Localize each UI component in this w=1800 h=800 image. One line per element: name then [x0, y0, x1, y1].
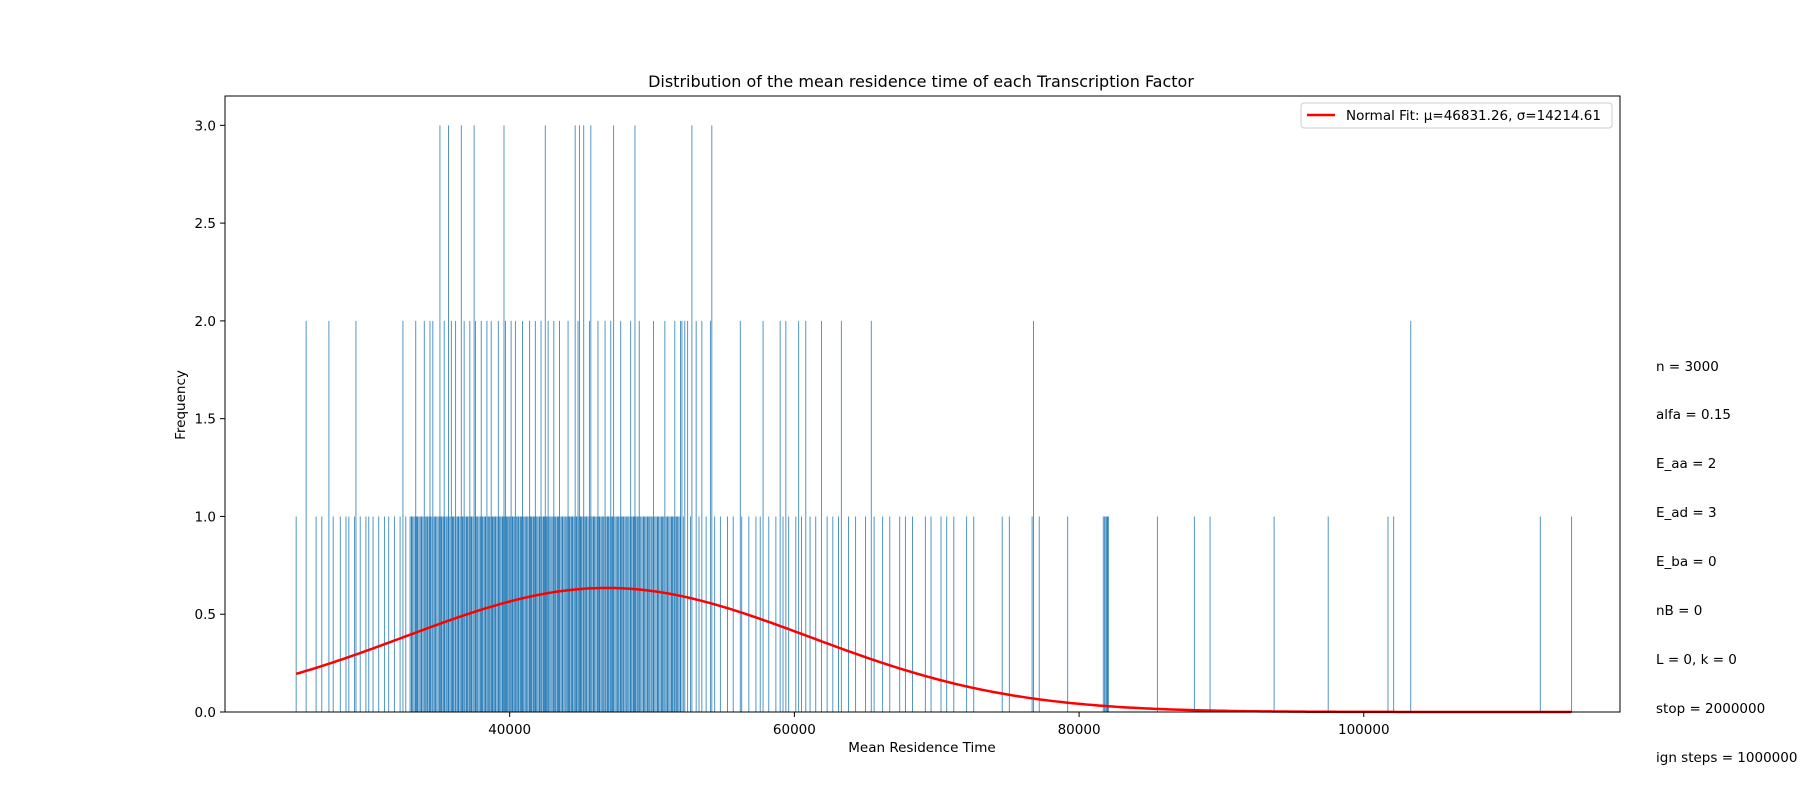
legend: Normal Fit: μ=46831.26, σ=14214.61 — [1300, 102, 1613, 129]
param-e-ba: E_ba = 0 — [1656, 554, 1717, 571]
y-tick-label: 0.5 — [195, 607, 216, 623]
y-axis-ticks: 0.0 0.5 1.0 1.5 2.0 2.5 3.0 — [195, 118, 225, 721]
y-tick-label: 1.5 — [195, 412, 216, 428]
x-tick-label: 80000 — [1058, 722, 1101, 738]
chart-title: Distribution of the mean residence time … — [648, 72, 1194, 91]
x-tick-label: 60000 — [773, 722, 816, 738]
plot-area-frame — [224, 95, 1621, 713]
param-alfa: alfa = 0.15 — [1656, 407, 1732, 424]
param-stop: stop = 2000000 — [1656, 700, 1766, 717]
param-n: n = 3000 — [1656, 358, 1719, 375]
y-tick-label: 2.0 — [195, 314, 216, 330]
histogram-bars — [295, 125, 1573, 712]
x-axis-label: Mean Residence Time — [848, 740, 995, 756]
param-nb: nB = 0 — [1656, 603, 1703, 620]
legend-box — [1300, 102, 1613, 129]
y-tick-label: 3.0 — [195, 118, 216, 134]
x-axis-ticks: 40000 60000 80000 100000 — [488, 712, 1390, 738]
legend-fit-label: Normal Fit: μ=46831.26, σ=14214.61 — [1346, 108, 1601, 124]
x-tick-label: 40000 — [488, 722, 531, 738]
x-tick-label: 100000 — [1338, 722, 1390, 738]
param-l-k: L = 0, k = 0 — [1656, 651, 1737, 668]
y-tick-label: 1.0 — [195, 509, 216, 525]
parameters-panel: n = 3000 alfa = 0.15 E_aa = 2 E_ad = 3 E… — [1656, 326, 1797, 782]
y-tick-label: 0.0 — [195, 705, 216, 721]
param-ign-steps: ign steps = 1000000 — [1656, 749, 1798, 766]
param-e-ad: E_ad = 3 — [1656, 505, 1717, 522]
y-tick-label: 2.5 — [195, 216, 216, 232]
y-axis-label: Frequency — [173, 370, 189, 440]
param-e-aa: E_aa = 2 — [1656, 456, 1717, 473]
